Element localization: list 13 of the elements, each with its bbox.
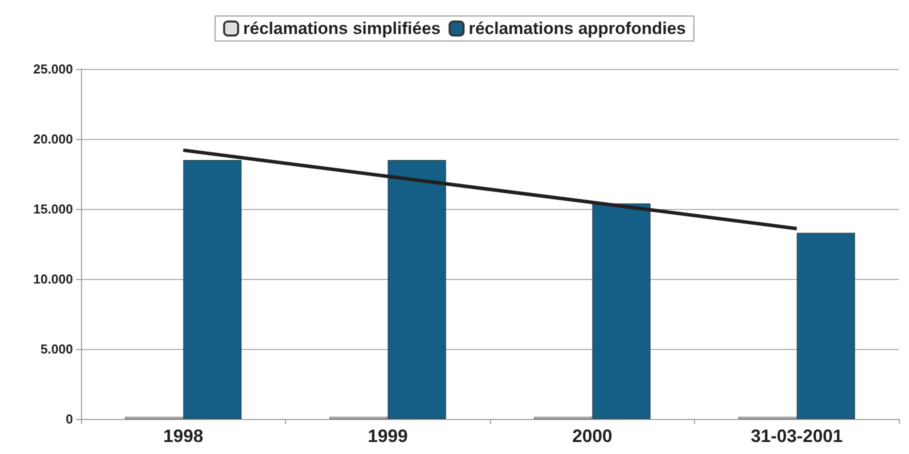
x-tick-label: 31-03-2001 — [750, 426, 843, 446]
x-tick-label: 1998 — [163, 426, 204, 446]
legend-label: réclamations simplifiées — [243, 19, 441, 38]
y-tick-label: 0 — [66, 412, 73, 426]
y-tick-label: 10.000 — [33, 272, 73, 286]
x-tick-label: 1999 — [368, 426, 408, 446]
y-tick-label: 5.000 — [40, 342, 73, 356]
y-tick-label: 15.000 — [33, 202, 73, 216]
y-tick-label: 25.000 — [33, 62, 73, 76]
legend-label: réclamations approfondies — [468, 19, 686, 38]
line-series — [182, 148, 798, 230]
x-tick-label: 2000 — [572, 426, 612, 446]
y-tick-label: 20.000 — [33, 132, 73, 146]
